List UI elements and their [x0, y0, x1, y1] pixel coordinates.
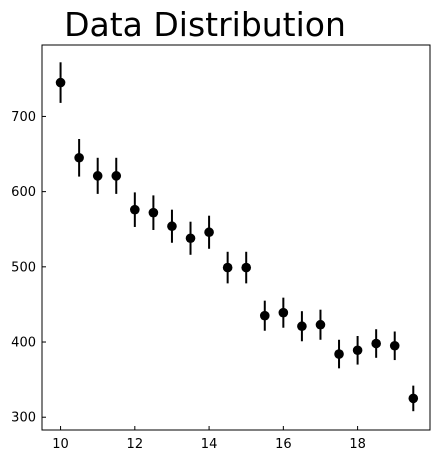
data-point	[92, 171, 103, 181]
data-point	[74, 152, 84, 163]
data-point	[241, 262, 252, 273]
plot-area	[41, 44, 431, 431]
y-tick-label: 600	[11, 185, 36, 200]
chart-title: Data Distribution	[64, 5, 346, 44]
data-point	[130, 204, 140, 215]
data-point	[111, 171, 122, 181]
x-tick-label: 18	[349, 437, 366, 452]
data-point	[371, 338, 381, 349]
data-point	[185, 233, 196, 244]
data-point	[204, 227, 214, 238]
data-point	[148, 207, 159, 218]
y-axis: 300 400 500 600 700	[11, 110, 46, 426]
data-point	[259, 310, 270, 321]
data-point	[334, 349, 344, 359]
error-bars	[59, 62, 415, 412]
y-tick-label: 300	[11, 411, 36, 426]
y-tick-label: 500	[11, 260, 36, 275]
data-point	[55, 77, 66, 88]
data-point	[315, 319, 326, 330]
x-tick-label: 10	[52, 437, 69, 452]
y-tick-label: 700	[11, 110, 36, 125]
x-tick-label: 14	[201, 437, 218, 452]
data-point	[352, 345, 363, 356]
data-point	[167, 221, 177, 232]
data-point	[408, 393, 419, 404]
x-axis: 10 12 14 16 18	[52, 426, 366, 452]
data-point	[297, 321, 307, 332]
x-tick-label: 12	[127, 437, 144, 452]
plot-frame	[41, 44, 431, 431]
data-points	[55, 77, 419, 404]
y-tick-label: 400	[11, 336, 36, 351]
data-point	[389, 340, 400, 351]
data-point	[222, 262, 233, 273]
data-point	[278, 307, 289, 318]
x-tick-label: 16	[275, 437, 292, 452]
